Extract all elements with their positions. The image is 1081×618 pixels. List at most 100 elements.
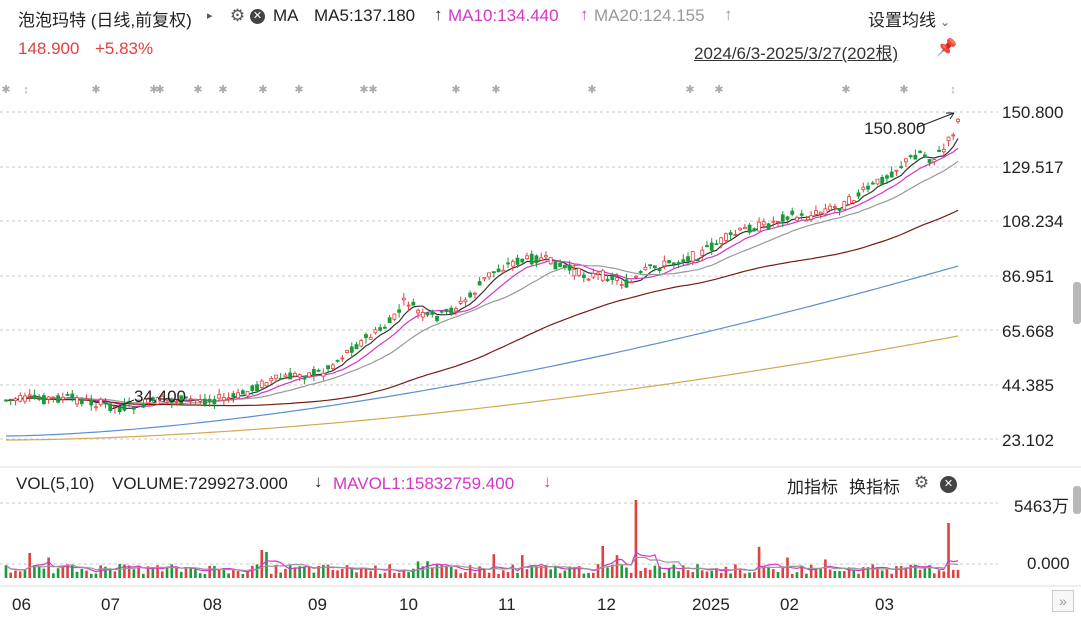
- candle-body[interactable]: [785, 216, 790, 220]
- volume-bar[interactable]: [890, 573, 893, 578]
- event-markers[interactable]: ✱ ↕ ✱ ✱✱ ✱ ✱ ✱ ✱ ✱ ✱ ✱ ✱ ✱ ✱ ✱ ✱ ✱ ↕: [1, 84, 955, 96]
- candle-body[interactable]: [600, 270, 605, 281]
- event-marker-icon[interactable]: ✱: [899, 84, 908, 96]
- candle-body[interactable]: [198, 399, 203, 402]
- volume-bar[interactable]: [672, 564, 676, 578]
- candle-body[interactable]: [738, 227, 743, 231]
- indicator-close-icon[interactable]: ✕: [940, 476, 957, 493]
- volume-bar[interactable]: [165, 566, 169, 578]
- volume-bar[interactable]: [421, 566, 425, 578]
- volume-bar[interactable]: [757, 546, 761, 578]
- candle-body[interactable]: [392, 313, 397, 320]
- volume-bar[interactable]: [33, 565, 36, 578]
- volume-bar[interactable]: [497, 573, 500, 578]
- candle-body[interactable]: [941, 148, 946, 153]
- candle-body[interactable]: [335, 359, 340, 362]
- volume-bar[interactable]: [208, 565, 211, 578]
- event-marker-icon[interactable]: ✱: [359, 84, 368, 96]
- candle-body[interactable]: [842, 200, 847, 210]
- volume-bar[interactable]: [250, 565, 254, 578]
- volume-bar[interactable]: [738, 568, 742, 578]
- volume-scrollbar[interactable]: [1073, 486, 1081, 514]
- candle-body[interactable]: [32, 394, 37, 399]
- event-marker-icon[interactable]: ✱: [368, 84, 377, 96]
- candle-body[interactable]: [13, 398, 18, 401]
- volume-bar[interactable]: [691, 572, 695, 578]
- candle-body[interactable]: [311, 369, 316, 376]
- volume-bar[interactable]: [89, 573, 93, 578]
- event-marker-icon[interactable]: ✱: [294, 84, 303, 96]
- volume-bar[interactable]: [487, 572, 491, 578]
- volume-bar[interactable]: [861, 567, 865, 578]
- volume-bar[interactable]: [137, 566, 140, 578]
- candle-body[interactable]: [832, 206, 837, 208]
- scroll-to-end-icon[interactable]: »: [1052, 590, 1074, 612]
- volume-bar[interactable]: [388, 564, 391, 578]
- candle-body[interactable]: [932, 158, 937, 163]
- candle-body[interactable]: [894, 169, 899, 172]
- candle-body[interactable]: [65, 394, 70, 396]
- candle-body[interactable]: [591, 272, 596, 278]
- event-marker-icon[interactable]: ✱: [587, 84, 596, 96]
- title-expand-icon[interactable]: ▸: [207, 10, 213, 22]
- volume-bar[interactable]: [644, 567, 647, 578]
- chart-title[interactable]: 泡泡玛特 (日线,前复权): [18, 11, 192, 30]
- volume-bar[interactable]: [402, 570, 406, 578]
- volume-bar[interactable]: [795, 572, 799, 578]
- candle-body[interactable]: [548, 256, 553, 265]
- volume-bar[interactable]: [326, 564, 330, 578]
- candle-body[interactable]: [345, 349, 349, 353]
- candle-body[interactable]: [875, 178, 880, 185]
- candle-body[interactable]: [856, 192, 861, 197]
- volume-bar[interactable]: [85, 570, 88, 578]
- volume-bar[interactable]: [549, 569, 552, 578]
- candle-body[interactable]: [624, 279, 629, 288]
- volume-bar[interactable]: [426, 561, 429, 578]
- volume-bar[interactable]: [160, 571, 164, 578]
- volume-bar[interactable]: [667, 568, 671, 578]
- candle-body[interactable]: [596, 272, 600, 275]
- candle-body[interactable]: [56, 395, 60, 403]
- candle-body[interactable]: [728, 232, 733, 235]
- candle-body[interactable]: [577, 267, 581, 276]
- volume-label[interactable]: VOL(5,10): [16, 474, 95, 493]
- volume-bar[interactable]: [378, 573, 382, 578]
- volume-bar[interactable]: [42, 568, 46, 578]
- candle-body[interactable]: [378, 327, 383, 331]
- volume-bar[interactable]: [918, 569, 922, 578]
- candle-body[interactable]: [259, 380, 264, 388]
- candle-body[interactable]: [458, 300, 463, 304]
- event-marker-icon[interactable]: ↕: [950, 84, 956, 96]
- candle-body[interactable]: [383, 326, 387, 329]
- volume-bar[interactable]: [397, 572, 401, 578]
- candle-body[interactable]: [283, 374, 288, 378]
- candle-body[interactable]: [951, 134, 956, 137]
- candle-body[interactable]: [690, 251, 695, 262]
- candle-body[interactable]: [302, 377, 307, 380]
- volume-bar[interactable]: [170, 564, 174, 578]
- volume-bar[interactable]: [847, 567, 851, 578]
- volume-bar[interactable]: [312, 572, 316, 578]
- candle-body[interactable]: [605, 278, 610, 282]
- volume-bar[interactable]: [298, 566, 301, 578]
- candle-body[interactable]: [761, 221, 766, 226]
- volume-bar[interactable]: [9, 572, 13, 578]
- volume-bar[interactable]: [374, 565, 377, 578]
- candle-body[interactable]: [747, 224, 752, 233]
- volume-bar[interactable]: [430, 567, 434, 578]
- volume-bar[interactable]: [535, 566, 538, 578]
- volume-bar[interactable]: [369, 571, 372, 578]
- candle-body[interactable]: [648, 264, 653, 267]
- date-range[interactable]: 2024/6/3-2025/3/27(202根): [694, 44, 899, 63]
- volume-bar[interactable]: [37, 566, 41, 578]
- candle-body[interactable]: [321, 372, 326, 377]
- candle-body[interactable]: [870, 182, 875, 185]
- volume-bar[interactable]: [345, 565, 349, 578]
- candle-body[interactable]: [539, 257, 544, 261]
- volume-bar[interactable]: [127, 565, 131, 578]
- candle-body[interactable]: [217, 394, 222, 399]
- candle-body[interactable]: [364, 334, 368, 339]
- candle-body[interactable]: [387, 317, 392, 324]
- candle-body[interactable]: [927, 159, 932, 163]
